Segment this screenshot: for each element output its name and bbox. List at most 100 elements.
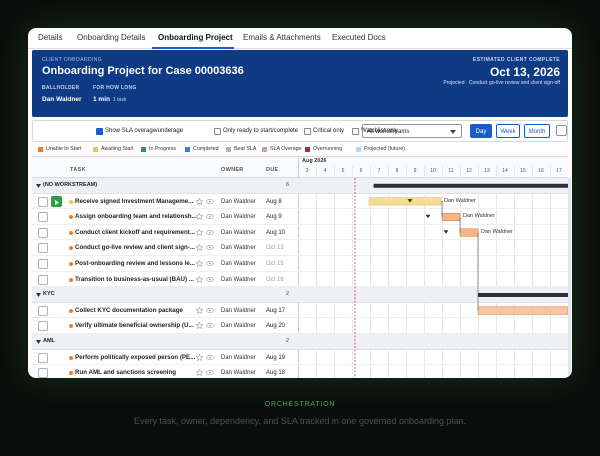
day-divider	[352, 166, 353, 378]
day-divider	[496, 166, 497, 378]
caret	[36, 293, 41, 298]
row-icons[interactable]	[196, 353, 216, 361]
day-divider	[316, 166, 317, 378]
status-dot	[69, 215, 73, 220]
select-value: All workstreams	[367, 129, 410, 135]
task-name: Conduct client kickoff and requirement..…	[75, 228, 195, 236]
checkbox[interactable]	[96, 128, 103, 135]
caption-eyebrow: ORCHESTRATION	[264, 401, 336, 408]
day-divider	[478, 166, 479, 378]
field-label: FOR HOW LONG	[93, 85, 137, 91]
open-button[interactable]	[38, 274, 48, 285]
legend-label: Unable to Start	[46, 146, 82, 152]
row-icons[interactable]	[196, 275, 216, 283]
legend-swatch	[226, 147, 231, 152]
task-due: Aug 9	[266, 214, 282, 221]
day-divider	[532, 166, 533, 378]
play-icon	[55, 199, 59, 205]
day-label: 16	[538, 168, 544, 174]
task-row	[32, 272, 568, 288]
app-window: Details Onboarding Details Onboarding Proj…	[28, 28, 572, 378]
row-icons[interactable]	[196, 369, 216, 377]
day-label: 10	[430, 168, 436, 174]
legend-swatch	[305, 147, 310, 152]
toolbar	[32, 120, 568, 142]
open-button[interactable]	[38, 321, 48, 332]
legend-label: Awaiting Start	[101, 146, 134, 152]
open-button[interactable]	[38, 368, 48, 378]
star-icon	[196, 275, 204, 283]
open-button[interactable]	[38, 352, 48, 363]
eye-pupil	[209, 278, 211, 280]
eye-pupil	[209, 215, 211, 218]
row-icons[interactable]	[196, 228, 216, 236]
row-icons[interactable]	[196, 260, 216, 267]
checkbox[interactable]	[214, 128, 221, 135]
view-button[interactable]: Month	[524, 124, 550, 138]
column-header: DUE	[266, 167, 279, 173]
status-dot	[69, 308, 73, 313]
ballholder: Dan Waldner	[42, 96, 82, 103]
open-button[interactable]	[38, 305, 48, 316]
open-button[interactable]	[38, 243, 48, 254]
open-button[interactable]	[38, 196, 48, 207]
legend-swatch	[93, 147, 98, 152]
workstream-select[interactable]: All workstreams	[362, 124, 462, 138]
row-icons[interactable]	[196, 213, 216, 221]
open-button[interactable]	[38, 227, 48, 238]
row-icons[interactable]	[196, 197, 216, 205]
bar-label: Dan Waldner	[444, 197, 476, 204]
task-row	[32, 303, 568, 319]
group-row	[32, 178, 568, 194]
day-label: 15	[520, 168, 526, 174]
task-owner: Dan Waldner	[221, 198, 256, 205]
filter-label: Show SLA overage/underage	[105, 128, 184, 134]
legend-swatch	[38, 147, 43, 152]
tab[interactable]: Onboarding Project	[158, 33, 233, 42]
day-divider	[550, 166, 551, 378]
day-label: 8	[395, 168, 399, 174]
eyebrow: CLIENT ONBOARDING	[42, 57, 103, 63]
legend-label: SLA Overage	[270, 146, 302, 152]
filter-label: Watchlist only	[361, 128, 398, 134]
task-name: Assign onboarding team and relationsh...	[75, 213, 197, 221]
view-label: Month	[528, 129, 546, 135]
star-icon	[196, 353, 204, 361]
day-label: 4	[323, 168, 327, 174]
view-button[interactable]: Week	[496, 124, 520, 138]
tab-underline	[152, 47, 234, 49]
tab-bar	[28, 28, 572, 49]
legend-label: Projected (future)	[364, 146, 405, 152]
collapse-caret[interactable]	[36, 293, 41, 298]
duration-note: 1 task	[113, 97, 127, 103]
row-icons[interactable]	[196, 306, 216, 314]
day-label: 14	[502, 168, 508, 174]
tab[interactable]: Executed Docs	[332, 33, 386, 42]
day-divider	[370, 166, 371, 378]
start-button[interactable]	[51, 195, 62, 207]
checkbox[interactable]	[352, 128, 359, 135]
task-due: Aug 17	[266, 307, 286, 314]
open-button[interactable]	[38, 259, 48, 269]
view-button[interactable]: Day	[470, 124, 492, 138]
day-label: 17	[556, 168, 562, 174]
star-icon	[196, 213, 204, 221]
tab[interactable]: Emails & Attachments	[243, 33, 321, 42]
checkbox[interactable]	[304, 128, 311, 135]
tab[interactable]: Onboarding Details	[77, 33, 146, 42]
view-label: Week	[500, 129, 516, 135]
duration: 1 min	[93, 96, 110, 103]
expand-button[interactable]	[556, 125, 567, 136]
legend-swatch	[185, 147, 190, 152]
open-button[interactable]	[38, 212, 48, 223]
tab[interactable]: Details	[38, 33, 63, 42]
project-header: CLIENT ONBOARDING Onboarding Project for …	[32, 50, 568, 117]
collapse-caret[interactable]	[36, 184, 41, 188]
legend-swatch	[262, 147, 267, 152]
task-name: Transition to business-as-usual (BAU) ..…	[75, 275, 194, 283]
collapse-caret[interactable]	[36, 340, 41, 344]
row-icons[interactable]	[196, 322, 216, 330]
row-icons[interactable]	[196, 244, 216, 252]
day-label: 9	[413, 168, 417, 174]
